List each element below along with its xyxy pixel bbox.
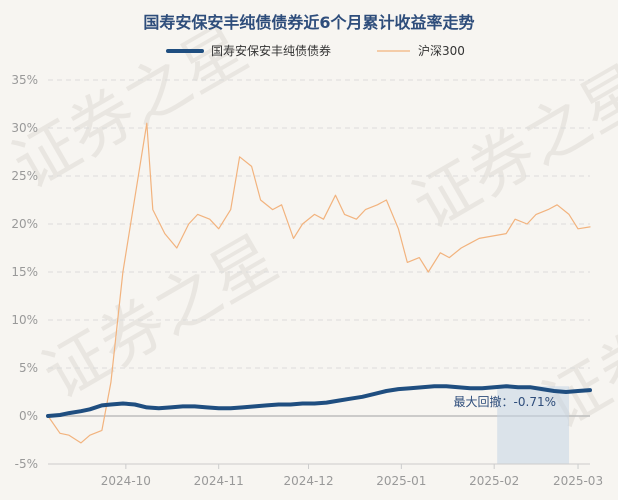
x-tick-label: 2024-11	[194, 474, 244, 488]
y-tick-label: 30%	[11, 121, 38, 135]
legend-item-csi300[interactable]: 沪深300	[377, 44, 465, 58]
y-tick-label: 0%	[19, 409, 38, 423]
x-tick-label: 2024-12	[283, 474, 333, 488]
max-drawdown-label: 最大回撤：-0.71%	[454, 394, 556, 409]
watermark-text: 证券之星	[31, 222, 290, 414]
legend-item-fund[interactable]: 国寿安保安丰纯债债券	[166, 43, 331, 58]
y-tick-label: 20%	[11, 217, 38, 231]
y-tick-label: -5%	[15, 457, 38, 471]
series-layer	[46, 122, 592, 444]
y-tick-label: 35%	[11, 73, 38, 87]
series-line-csi300	[47, 122, 591, 444]
axis-layer: 35% 30% 25% 20% 15% 10% 5% 0% -5% 2024-10 2024-11 2…	[11, 73, 603, 488]
y-tick-label: 10%	[11, 313, 38, 327]
x-tick-label: 2024-10	[101, 474, 151, 488]
x-tick-label: 2025-03	[553, 474, 603, 488]
x-tick-label: 2025-02	[469, 474, 519, 488]
chart-title: 国寿安保安丰纯债债券近6个月累计收益率走势	[143, 13, 474, 32]
max-drawdown-shade	[497, 386, 570, 464]
y-tick-label: 25%	[11, 169, 38, 183]
series-line-fund	[46, 384, 592, 418]
y-tick-label: 5%	[19, 361, 38, 375]
drawdown-shade-layer	[497, 386, 570, 464]
legend-label-fund: 国寿安保安丰纯债债券	[211, 43, 331, 58]
x-tick-label: 2025-01	[376, 474, 426, 488]
legend-label-csi300: 沪深300	[418, 44, 465, 58]
legend: 国寿安保安丰纯债债券 沪深300	[166, 43, 465, 58]
watermark-text: 证券之星	[401, 52, 618, 244]
watermark-text: 证券之星	[1, 12, 260, 204]
y-tick-label: 15%	[11, 265, 38, 279]
